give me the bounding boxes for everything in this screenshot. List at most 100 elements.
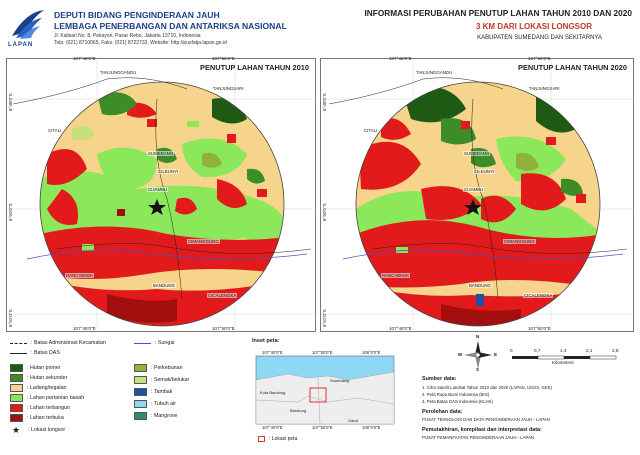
- map-legend: : Batas Administrasi Kecamatan : Batas D…: [6, 338, 244, 450]
- landcover-map-2020: [321, 59, 635, 333]
- place-cileunyi: CILEUNYI: [473, 169, 496, 174]
- inset-legend: : Lokasi peta: [258, 436, 297, 442]
- landslide-marker-icon: [148, 199, 166, 215]
- landslide-marker-icon: [464, 199, 482, 215]
- coord-top-x1: 107°48'0"E: [73, 56, 96, 61]
- inset-place-garut: Garut: [348, 418, 359, 423]
- map-main-title: INFORMASI PERUBAHAN PENUTUP LAHAN TAHUN …: [364, 8, 632, 18]
- scale-and-compass: N S W E 0 0,7 1,4 2,1 2,8 Kilometers: [410, 334, 634, 374]
- inset-x2-bottom: 107°50'0"E: [312, 425, 333, 430]
- inset-map-graphic: [255, 355, 395, 425]
- inset-x2: 107°50'0"E: [312, 350, 333, 355]
- place-cicalengka: CICALENGKA: [523, 293, 554, 298]
- compass-e: E: [494, 352, 498, 357]
- star-icon: ★: [12, 425, 21, 435]
- place-citali: CITALI: [47, 128, 63, 133]
- legend-class-hutan-primer: : Hutan primer: [10, 364, 61, 372]
- scale-bar: [512, 355, 617, 360]
- org-name-line2: LEMBAGA PENERBANGAN DAN ANTARIKSA NASION…: [54, 21, 287, 31]
- inset-place-bandung: Bandung: [290, 408, 307, 413]
- source-1: 1. Citra Satelit Landsat Tahun 2010 dan …: [422, 385, 553, 390]
- map-subtitle: 3 KM DARI LOKASI LONGSOR: [475, 22, 592, 31]
- header-left: LAPAN DEPUTI BIDANG PENGINDERAAN JAUH LE…: [6, 4, 336, 56]
- place-bandung: BANDUNG: [468, 283, 492, 288]
- coord-left-y1: 6°48'0"S: [8, 93, 13, 111]
- scale-tick-2: 1,4: [560, 348, 567, 353]
- scale-tick-1: 0,7: [534, 348, 541, 353]
- compass-n: N: [476, 334, 480, 339]
- processing: PUSAT PEMANFAATAN PENGINDERAAN JAUH - LA…: [422, 435, 535, 440]
- place-sumedang: SUMEDANG: [147, 151, 175, 156]
- map-title-2010: PENUTUP LAHAN TAHUN 2010: [200, 63, 309, 72]
- data-acq: PUSAT TEKNOLOGI DAN DATA PENGINDERAAN JA…: [422, 417, 550, 422]
- source-2: 2. Peta Rupa Bumi Indonesia (BIG): [422, 392, 490, 397]
- place-cimanggung: CIMANGGUNG: [503, 239, 536, 244]
- place-cimanggung: CIMANGGUNG: [187, 239, 220, 244]
- legend-class-tubuh-air: : Tubuh air: [134, 400, 176, 408]
- place-cijambu: CIJAMBU: [463, 187, 485, 192]
- inset-place-sumedang: Sumedang: [330, 378, 350, 383]
- address-line2: Telp. (021) 8710065, Faks. (021) 8722733…: [54, 40, 227, 46]
- legend-admin-boundary: : Batas Administrasi Kecamatan: [10, 340, 106, 346]
- coord-bottom-x2: 107°50'0"E: [528, 326, 551, 331]
- map-panel-2020: PENUTUP LAHAN TAHUN 2020 107°48'0"E 107°…: [320, 56, 635, 333]
- header-right: INFORMASI PERUBAHAN PENUTUP LAHAN TAHUN …: [332, 4, 632, 56]
- place-tanjungsari: TANJUNGSARI: [212, 86, 245, 91]
- inset-x3-bottom: 108°0'0"E: [362, 425, 381, 430]
- legend-landslide: ★ : Lokasi longsor: [12, 425, 66, 435]
- place-cijambu: CIJAMBU: [147, 187, 169, 192]
- legend-class-pertanian-basah: : Lahan pertanian basah: [10, 394, 84, 402]
- scale-tick-4: 2,8: [612, 348, 619, 353]
- scale-tick-3: 2,1: [586, 348, 593, 353]
- place-sumedang: SUMEDANG: [463, 151, 491, 156]
- inset-place-kota-bandung: Kota Bandung: [260, 390, 286, 395]
- processing-heading: Pemutakhiran, kompilasi dan interpretasi…: [422, 427, 542, 433]
- scale-tick-0: 0: [510, 348, 513, 353]
- coord-top-x2: 107°50'0"E: [528, 56, 551, 61]
- legend-class-mangrove: : Mangrove: [134, 412, 178, 420]
- legend-class-ladang: : Ladang/tegalan: [10, 384, 66, 392]
- legend-class-tambak: : Tambak: [134, 388, 172, 396]
- source-3: 3. Peta Batas DAS Indonesia (KLHK): [422, 399, 493, 404]
- place-rancaekek: RANCAEKEK: [65, 273, 95, 278]
- legend-class-terbangun: : Lahan terbangun: [10, 404, 70, 412]
- coord-top-x2: 107°50'0"E: [212, 56, 235, 61]
- lapan-logo-icon: [12, 10, 44, 39]
- compass-rose-icon: [464, 341, 492, 369]
- inset-map: Inset peta: 107°40'0"E 107°50'0"E 108°0'…: [248, 338, 398, 450]
- coord-top-x1: 107°48'0"E: [389, 56, 412, 61]
- address-line1: Jl. Kalisari No. 8, Pekayon, Pasar Rebo,…: [54, 33, 201, 39]
- place-tanjungsari: TANJUNGSARI: [528, 86, 561, 91]
- coord-left-y2: 6°50'0"S: [8, 203, 13, 221]
- org-name-line1: DEPUTI BIDANG PENGINDERAAN JAUH: [54, 10, 220, 20]
- place-cileunyi: CILEUNYI: [157, 169, 180, 174]
- map-title-2020: PENUTUP LAHAN TAHUN 2020: [518, 63, 627, 72]
- coord-left-y1: 6°48'0"S: [322, 93, 327, 111]
- legend-river: : Sungai: [134, 340, 174, 346]
- legend-das-boundary: : Batas DAS: [10, 350, 60, 356]
- place-tanjunggandu: TANJUNGGANDU: [415, 70, 454, 75]
- map-panel-2010: PENUTUP LAHAN TAHUN 2010 107°48'0"E 107°…: [6, 56, 317, 333]
- inset-title: Inset peta:: [252, 338, 280, 344]
- legend-class-terbuka: : Lahan terbuka: [10, 414, 64, 422]
- legend-class-semak: : Semak/belukar: [134, 376, 189, 384]
- coord-left-y3: 6°52'0"S: [322, 309, 327, 327]
- legend-class-hutan-sekunder: : Hutan sekunder: [10, 374, 67, 382]
- inset-x1: 107°40'0"E: [262, 350, 283, 355]
- place-cicalengka: CICALENGKA: [207, 293, 238, 298]
- place-tanjunggandu: TANJUNGGANDU: [99, 70, 138, 75]
- inset-location-box-icon: [258, 436, 265, 442]
- coord-bottom-x1: 107°48'0"E: [389, 326, 412, 331]
- scale-unit: Kilometers: [552, 360, 574, 365]
- inset-x1-bottom: 107°40'0"E: [262, 425, 283, 430]
- compass-s: S: [476, 367, 480, 372]
- place-rancaekek: RANCAEKEK: [381, 273, 411, 278]
- coord-left-y3: 6°52'0"S: [8, 309, 13, 327]
- coord-bottom-x1: 107°48'0"E: [73, 326, 96, 331]
- inset-x3: 108°0'0"E: [362, 350, 381, 355]
- coord-left-y2: 6°50'0"S: [322, 203, 327, 221]
- landcover-map-2010: [7, 59, 317, 333]
- coord-bottom-x2: 107°50'0"E: [212, 326, 235, 331]
- legend-class-perkebunan: : Perkebunan: [134, 364, 183, 372]
- logo-wordmark: LAPAN: [8, 42, 34, 48]
